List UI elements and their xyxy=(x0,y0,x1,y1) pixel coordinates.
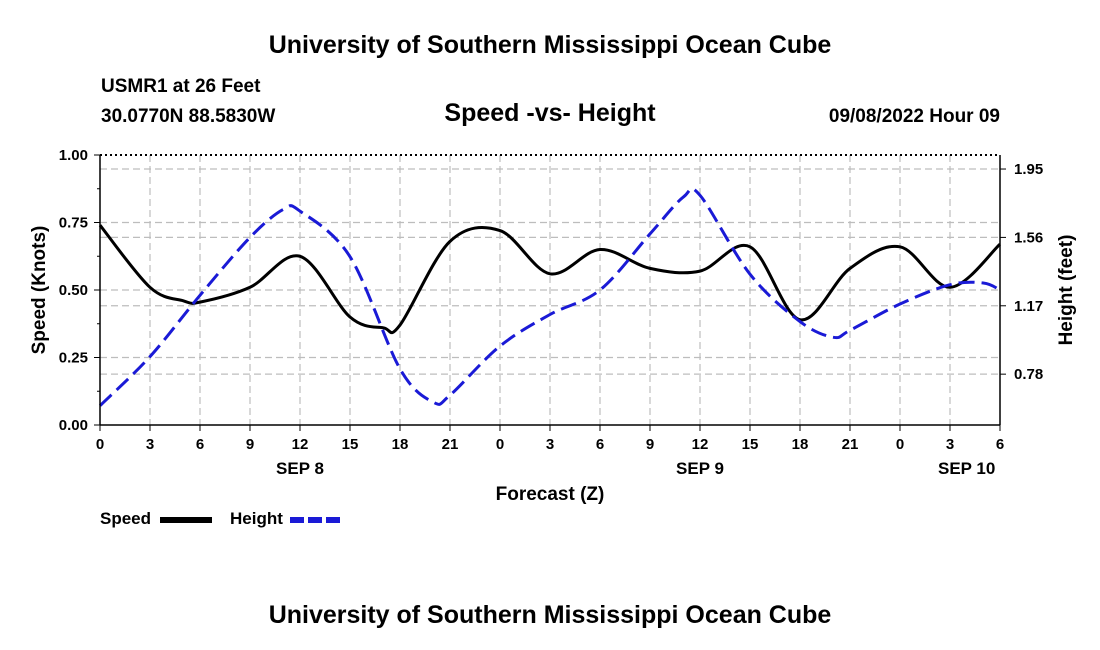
x-tick-label: 6 xyxy=(596,436,604,453)
y-axis-right-label: Height (feet) xyxy=(1056,235,1077,346)
station-label: USMR1 at 26 Feet xyxy=(101,76,261,97)
main-title: University of Southern Mississippi Ocean… xyxy=(268,31,832,59)
x-tick-label: 3 xyxy=(946,436,954,453)
day-label: SEP 9 xyxy=(676,459,724,478)
x-tick-label: 21 xyxy=(842,436,859,453)
x-tick-label: 21 xyxy=(442,436,459,453)
y-left-tick-label: 0.25 xyxy=(59,350,88,367)
x-tick-label: 3 xyxy=(546,436,554,453)
x-axis-label: Forecast (Z) xyxy=(496,484,605,505)
chart-title: Speed -vs- Height xyxy=(444,99,656,127)
x-tick-label: 15 xyxy=(742,436,759,453)
axes-group xyxy=(94,154,1006,431)
x-tick-label: 3 xyxy=(146,436,154,453)
y-right-tick-label: 1.17 xyxy=(1014,298,1043,315)
x-tick-label: 0 xyxy=(96,436,104,453)
speed-series-line xyxy=(98,224,1002,335)
x-tick-label: 18 xyxy=(792,436,809,453)
y-axis-left-label: Speed (Knots) xyxy=(29,226,50,355)
x-tick-label: 6 xyxy=(996,436,1004,453)
legend-speed-label: Speed xyxy=(100,509,152,528)
height-series-line xyxy=(98,187,1001,407)
series-group xyxy=(98,187,1002,407)
coordinates-label: 30.0770N 88.5830W xyxy=(101,106,276,127)
y-left-tick-label: 1.00 xyxy=(59,147,88,164)
tick-labels: 0 3 6 9 12 15 18 21 0 3 6 9 12 15 18 21 0 3 6 0.00 0.25 0.50 0… xyxy=(59,147,1043,478)
day-label: SEP 10 xyxy=(938,459,995,478)
y-right-tick-label: 1.56 xyxy=(1014,229,1043,246)
legend-height-label: Height xyxy=(230,509,283,528)
x-tick-label: 6 xyxy=(196,436,204,453)
legend-speed-swatch xyxy=(160,517,212,523)
x-tick-label: 0 xyxy=(896,436,904,453)
x-tick-label: 18 xyxy=(392,436,409,453)
x-tick-label: 15 xyxy=(342,436,359,453)
datetime-label: 09/08/2022 Hour 09 xyxy=(828,106,1000,127)
day-label: SEP 8 xyxy=(276,459,324,478)
y-right-tick-label: 0.78 xyxy=(1014,366,1043,383)
y-left-tick-label: 0.00 xyxy=(59,417,88,434)
y-left-tick-label: 0.75 xyxy=(59,215,88,232)
x-tick-label: 12 xyxy=(292,436,309,453)
footer-title: University of Southern Mississippi Ocean… xyxy=(268,601,832,629)
x-tick-label: 0 xyxy=(496,436,504,453)
x-tick-label: 9 xyxy=(646,436,654,453)
x-tick-label: 12 xyxy=(692,436,709,453)
y-left-tick-label: 0.50 xyxy=(59,282,88,299)
grid-lines xyxy=(100,155,1000,425)
x-tick-label: 9 xyxy=(246,436,254,453)
legend-height-swatch xyxy=(290,517,342,523)
y-right-tick-label: 1.95 xyxy=(1014,161,1043,178)
